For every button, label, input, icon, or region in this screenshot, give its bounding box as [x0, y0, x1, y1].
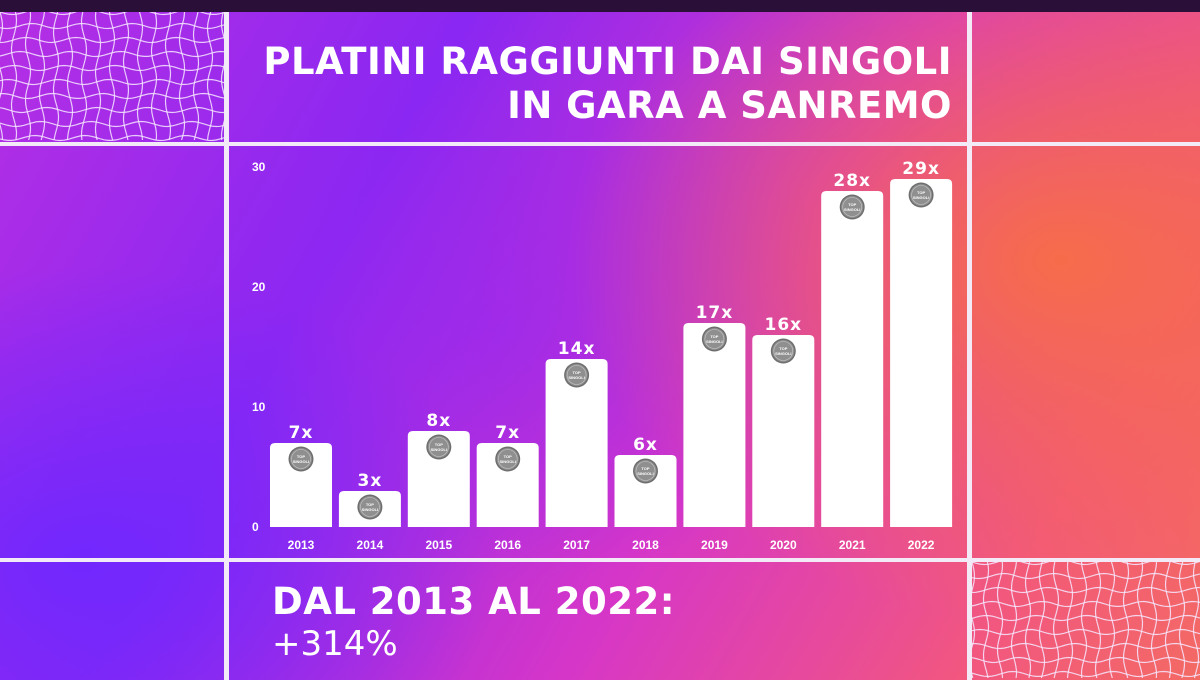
y-tick-label: 10	[252, 400, 266, 414]
y-tick-label: 30	[252, 160, 266, 174]
bar	[821, 191, 884, 527]
svg-text:TOP: TOP	[435, 442, 443, 447]
bar	[683, 323, 746, 527]
bar	[545, 359, 608, 527]
bar-data-label: 16x	[764, 315, 802, 335]
bar-data-label: 3x	[358, 471, 383, 491]
svg-text:SINGOLI: SINGOLI	[775, 351, 791, 356]
x-tick-label: 2016	[494, 538, 521, 552]
x-tick-label: 2014	[357, 538, 384, 552]
svg-text:TOP: TOP	[779, 346, 787, 351]
svg-text:TOP: TOP	[917, 190, 925, 195]
svg-text:TOP: TOP	[710, 334, 718, 339]
x-tick-label: 2020	[770, 538, 797, 552]
x-tick-label: 2017	[563, 538, 590, 552]
svg-text:TOP: TOP	[504, 454, 512, 459]
bar-data-label: 29x	[902, 159, 940, 179]
svg-text:SINGOLI: SINGOLI	[637, 471, 653, 476]
bar	[890, 179, 953, 527]
bar-data-label: 14x	[558, 339, 596, 359]
bar-data-label: 28x	[833, 171, 871, 191]
svg-text:SINGOLI: SINGOLI	[844, 207, 860, 212]
chart-title-line-1: PLATINI RAGGIUNTI DAI SINGOLI	[263, 40, 952, 83]
wavy-grid-pattern-bottom-right	[972, 562, 1200, 680]
svg-text:SINGOLI: SINGOLI	[499, 459, 515, 464]
svg-text:SINGOLI: SINGOLI	[706, 339, 722, 344]
svg-text:SINGOLI: SINGOLI	[913, 195, 929, 200]
wavy-grid-pattern-top-left	[0, 12, 224, 142]
svg-text:SINGOLI: SINGOLI	[362, 507, 378, 512]
bar-chart-svg: 0102030TOPSINGOLI7x2013TOPSINGOLI3x2014T…	[252, 159, 953, 552]
x-tick-label: 2022	[908, 538, 935, 552]
y-tick-label: 20	[252, 280, 266, 294]
bar-data-label: 8x	[426, 411, 451, 431]
bar	[270, 443, 332, 527]
x-tick-label: 2015	[425, 538, 452, 552]
chart-title-line-2: IN GARA A SANREMO	[507, 84, 952, 127]
svg-text:SINGOLI: SINGOLI	[431, 447, 447, 452]
bar	[614, 455, 677, 527]
x-tick-label: 2018	[632, 538, 659, 552]
bar-chart: 0 10 20 30 TOP SINGOLI 7x 2013 TOP SINGOLI 3x 2014 T…	[230, 146, 967, 558]
growth-percentage: +314%	[272, 624, 398, 664]
bar-data-label: 17x	[696, 303, 734, 323]
bar	[407, 431, 470, 527]
svg-text:TOP: TOP	[573, 370, 581, 375]
growth-period-label: DAL 2013 AL 2022:	[272, 580, 676, 623]
x-tick-label: 2021	[839, 538, 866, 552]
svg-text:SINGOLI: SINGOLI	[293, 459, 309, 464]
bar-data-label: 7x	[289, 423, 314, 443]
x-tick-label: 2019	[701, 538, 728, 552]
bar	[476, 443, 539, 527]
bar	[752, 335, 815, 527]
y-tick-label: 0	[252, 520, 259, 534]
bar-data-label: 7x	[495, 423, 520, 443]
svg-text:TOP: TOP	[848, 202, 856, 207]
svg-text:SINGOLI: SINGOLI	[568, 375, 584, 380]
chart-title: PLATINI RAGGIUNTI DAI SINGOLI IN GARA A …	[263, 40, 952, 128]
frame-line-top	[0, 142, 1200, 146]
frame-line-bottom	[0, 558, 1200, 562]
svg-text:TOP: TOP	[366, 502, 374, 507]
frame-line-left	[224, 12, 229, 680]
svg-text:TOP: TOP	[297, 454, 305, 459]
frame-line-right	[967, 12, 972, 680]
x-tick-label: 2013	[288, 538, 315, 552]
top-bar	[0, 0, 1200, 12]
svg-text:TOP: TOP	[641, 466, 649, 471]
bar-data-label: 6x	[633, 435, 658, 455]
